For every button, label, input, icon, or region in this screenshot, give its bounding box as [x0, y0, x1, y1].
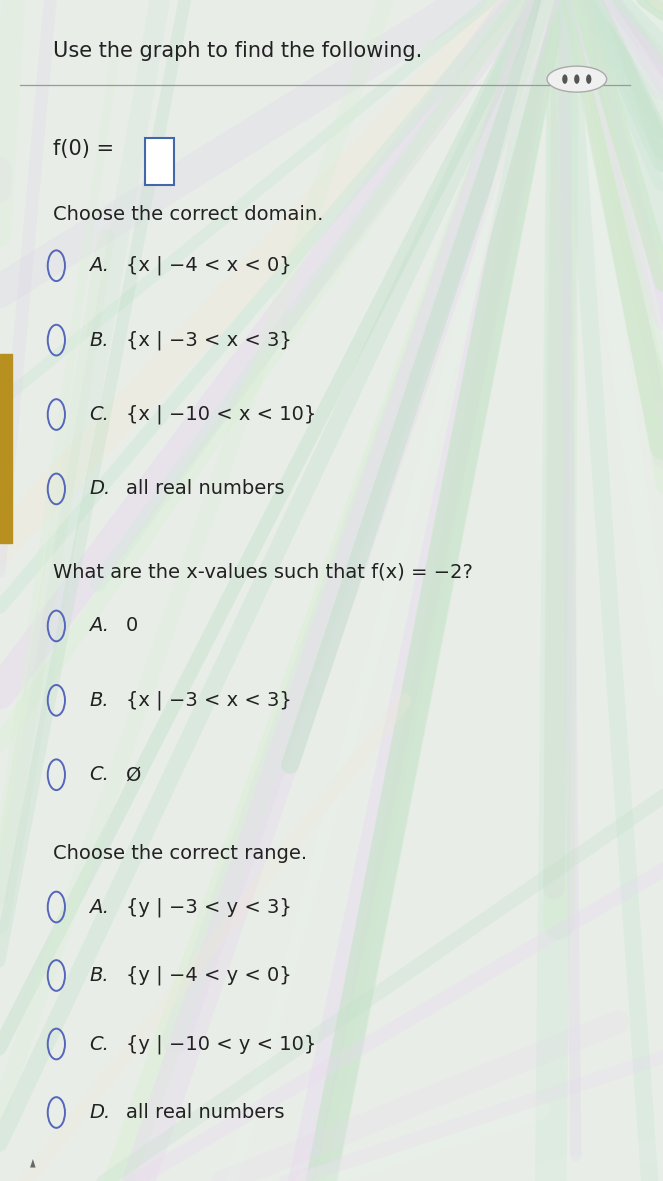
Text: Choose the correct range.: Choose the correct range. [53, 844, 307, 863]
Text: {x | −10 < x < 10}: {x | −10 < x < 10} [126, 405, 316, 424]
Text: C.: C. [90, 1035, 109, 1053]
Text: {y | −10 < y < 10}: {y | −10 < y < 10} [126, 1035, 316, 1053]
Text: A.: A. [90, 616, 109, 635]
Text: A.: A. [90, 898, 109, 916]
Text: C.: C. [90, 765, 109, 784]
Text: all real numbers: all real numbers [126, 1103, 284, 1122]
Text: {x | −3 < x < 3}: {x | −3 < x < 3} [126, 331, 292, 350]
Text: {x | −4 < x < 0}: {x | −4 < x < 0} [126, 256, 292, 275]
Ellipse shape [547, 66, 607, 92]
Text: Choose the correct domain.: Choose the correct domain. [53, 205, 324, 224]
Circle shape [562, 74, 568, 84]
Text: B.: B. [90, 331, 109, 350]
Text: {y | −3 < y < 3}: {y | −3 < y < 3} [126, 898, 292, 916]
Text: A.: A. [90, 256, 109, 275]
Text: all real numbers: all real numbers [126, 479, 284, 498]
Text: B.: B. [90, 966, 109, 985]
Text: Ø: Ø [126, 765, 141, 784]
Text: Use the graph to find the following.: Use the graph to find the following. [53, 41, 422, 61]
Text: {y | −4 < y < 0}: {y | −4 < y < 0} [126, 966, 292, 985]
Circle shape [586, 74, 591, 84]
Text: f(0) =: f(0) = [53, 139, 121, 159]
Text: D.: D. [90, 1103, 111, 1122]
Circle shape [574, 74, 579, 84]
Text: B.: B. [90, 691, 109, 710]
Text: ◄: ◄ [27, 1159, 36, 1167]
Text: D.: D. [90, 479, 111, 498]
Text: C.: C. [90, 405, 109, 424]
Text: {x | −3 < x < 3}: {x | −3 < x < 3} [126, 691, 292, 710]
Text: What are the x-values such that f(x) = −2?: What are the x-values such that f(x) = −… [53, 562, 473, 581]
FancyBboxPatch shape [145, 138, 174, 185]
Bar [0, 354, 12, 543]
Text: 0: 0 [126, 616, 138, 635]
